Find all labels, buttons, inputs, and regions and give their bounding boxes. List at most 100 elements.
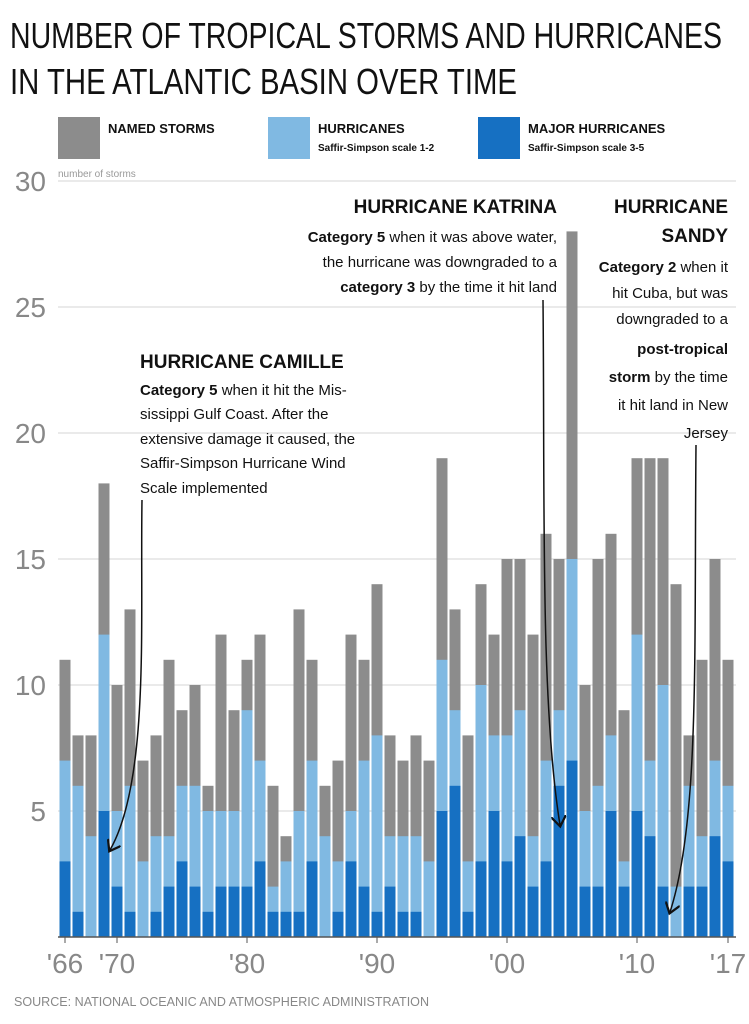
bar [566,760,578,937]
bar [202,811,214,937]
bar [670,886,682,937]
bar [475,685,487,937]
bar [657,886,669,937]
annotation-line: Category 5 when it hit the Mis- [140,382,347,399]
annotation-run: Saffir-Simpson Hurricane Wind [140,455,346,472]
bar [527,634,539,937]
bar [176,861,188,937]
bar [72,911,84,937]
annotation-run: Category 2 [599,259,677,276]
bar [306,760,318,937]
bar [592,886,604,937]
bar [709,836,721,937]
bar [579,886,591,937]
bar [345,634,357,937]
bar [137,760,149,937]
bar [501,735,513,937]
bar [228,811,240,937]
annotation-run: it hit land in New [618,397,728,414]
legend-label: MAJOR HURRICANES [528,121,666,136]
chart-title: IN THE ATLANTIC BASIN OVER TIME [10,61,517,102]
legend-note: Saffir-Simpson scale 1-2 [318,143,435,154]
bar [436,811,448,937]
bar [670,584,682,937]
bar [644,458,656,937]
annotation-run: by the time [650,369,728,386]
bar [579,811,591,937]
bar [540,760,552,937]
annotation-line: downgraded to a [616,311,728,328]
bar [696,886,708,937]
bar [358,886,370,937]
bar [397,836,409,937]
bar [111,886,123,937]
bar [254,861,266,937]
y-tick-label: 10 [15,670,46,701]
annotation-title: SANDY [661,226,728,247]
y-tick-label: 20 [15,418,46,449]
bar [410,911,422,937]
bar [124,609,136,937]
bar [254,760,266,937]
annotation-title: HURRICANE [614,197,728,218]
annotation-run: storm [609,369,651,386]
annotation-title: HURRICANE KATRINA [354,197,558,218]
annotation-title: HURRICANE CAMILLE [140,352,344,373]
bar [618,886,630,937]
annotation-line: Category 5 when it was above water, [308,229,557,246]
bar [722,861,734,937]
annotation-run: the hurricane was downgraded to a [323,254,558,271]
bar [423,760,435,937]
annotation-run: when it was above water, [385,229,557,246]
annotation-line: storm by the time [609,369,728,386]
x-tick-label: '10 [619,948,656,979]
bar [85,836,97,937]
bar [215,886,227,937]
annotation-line: category 3 by the time it hit land [340,279,557,296]
bar [124,785,136,937]
annotation-line: Jersey [684,425,729,442]
annotation-line: it hit land in New [618,397,728,414]
bar [189,785,201,937]
legend-label: HURRICANES [318,121,405,136]
bar [436,659,448,937]
annotation-line: Category 2 when it [599,259,729,276]
bar [631,634,643,937]
x-tick-label: '17 [710,948,747,979]
bar [709,559,721,937]
legend-label: NAMED STORMS [108,121,215,136]
bar [267,785,279,937]
annotation-line: the hurricane was downgraded to a [323,254,558,271]
annotation-run: downgraded to a [616,311,728,328]
bar [293,811,305,937]
x-tick-label: '66 [47,948,84,979]
bar [683,886,695,937]
bar [111,811,123,937]
bar [683,785,695,937]
bar [657,685,669,937]
annotation-line: hit Cuba, but was [612,285,728,302]
annotation-run: hit Cuba, but was [612,285,728,302]
y-tick-label: 5 [30,796,46,827]
bar [98,811,110,937]
annotation-run: extensive damage it caused, the [140,431,355,448]
bar [644,836,656,937]
annotation-run: when it [676,259,729,276]
bar [215,811,227,937]
bar [241,710,253,937]
bar [150,911,162,937]
bar [228,886,240,937]
bar [72,785,84,937]
bar [423,861,435,937]
annotation-line: post-tropical [637,341,728,358]
bar [540,533,552,937]
bar [137,861,149,937]
bar [462,861,474,937]
bar [332,911,344,937]
annotation-line: Scale implemented [140,480,268,497]
x-tick-label: '70 [99,948,136,979]
bar [475,861,487,937]
bar [553,785,565,937]
annotation-run: when it hit the Mis- [218,382,347,399]
arrow [670,444,697,912]
